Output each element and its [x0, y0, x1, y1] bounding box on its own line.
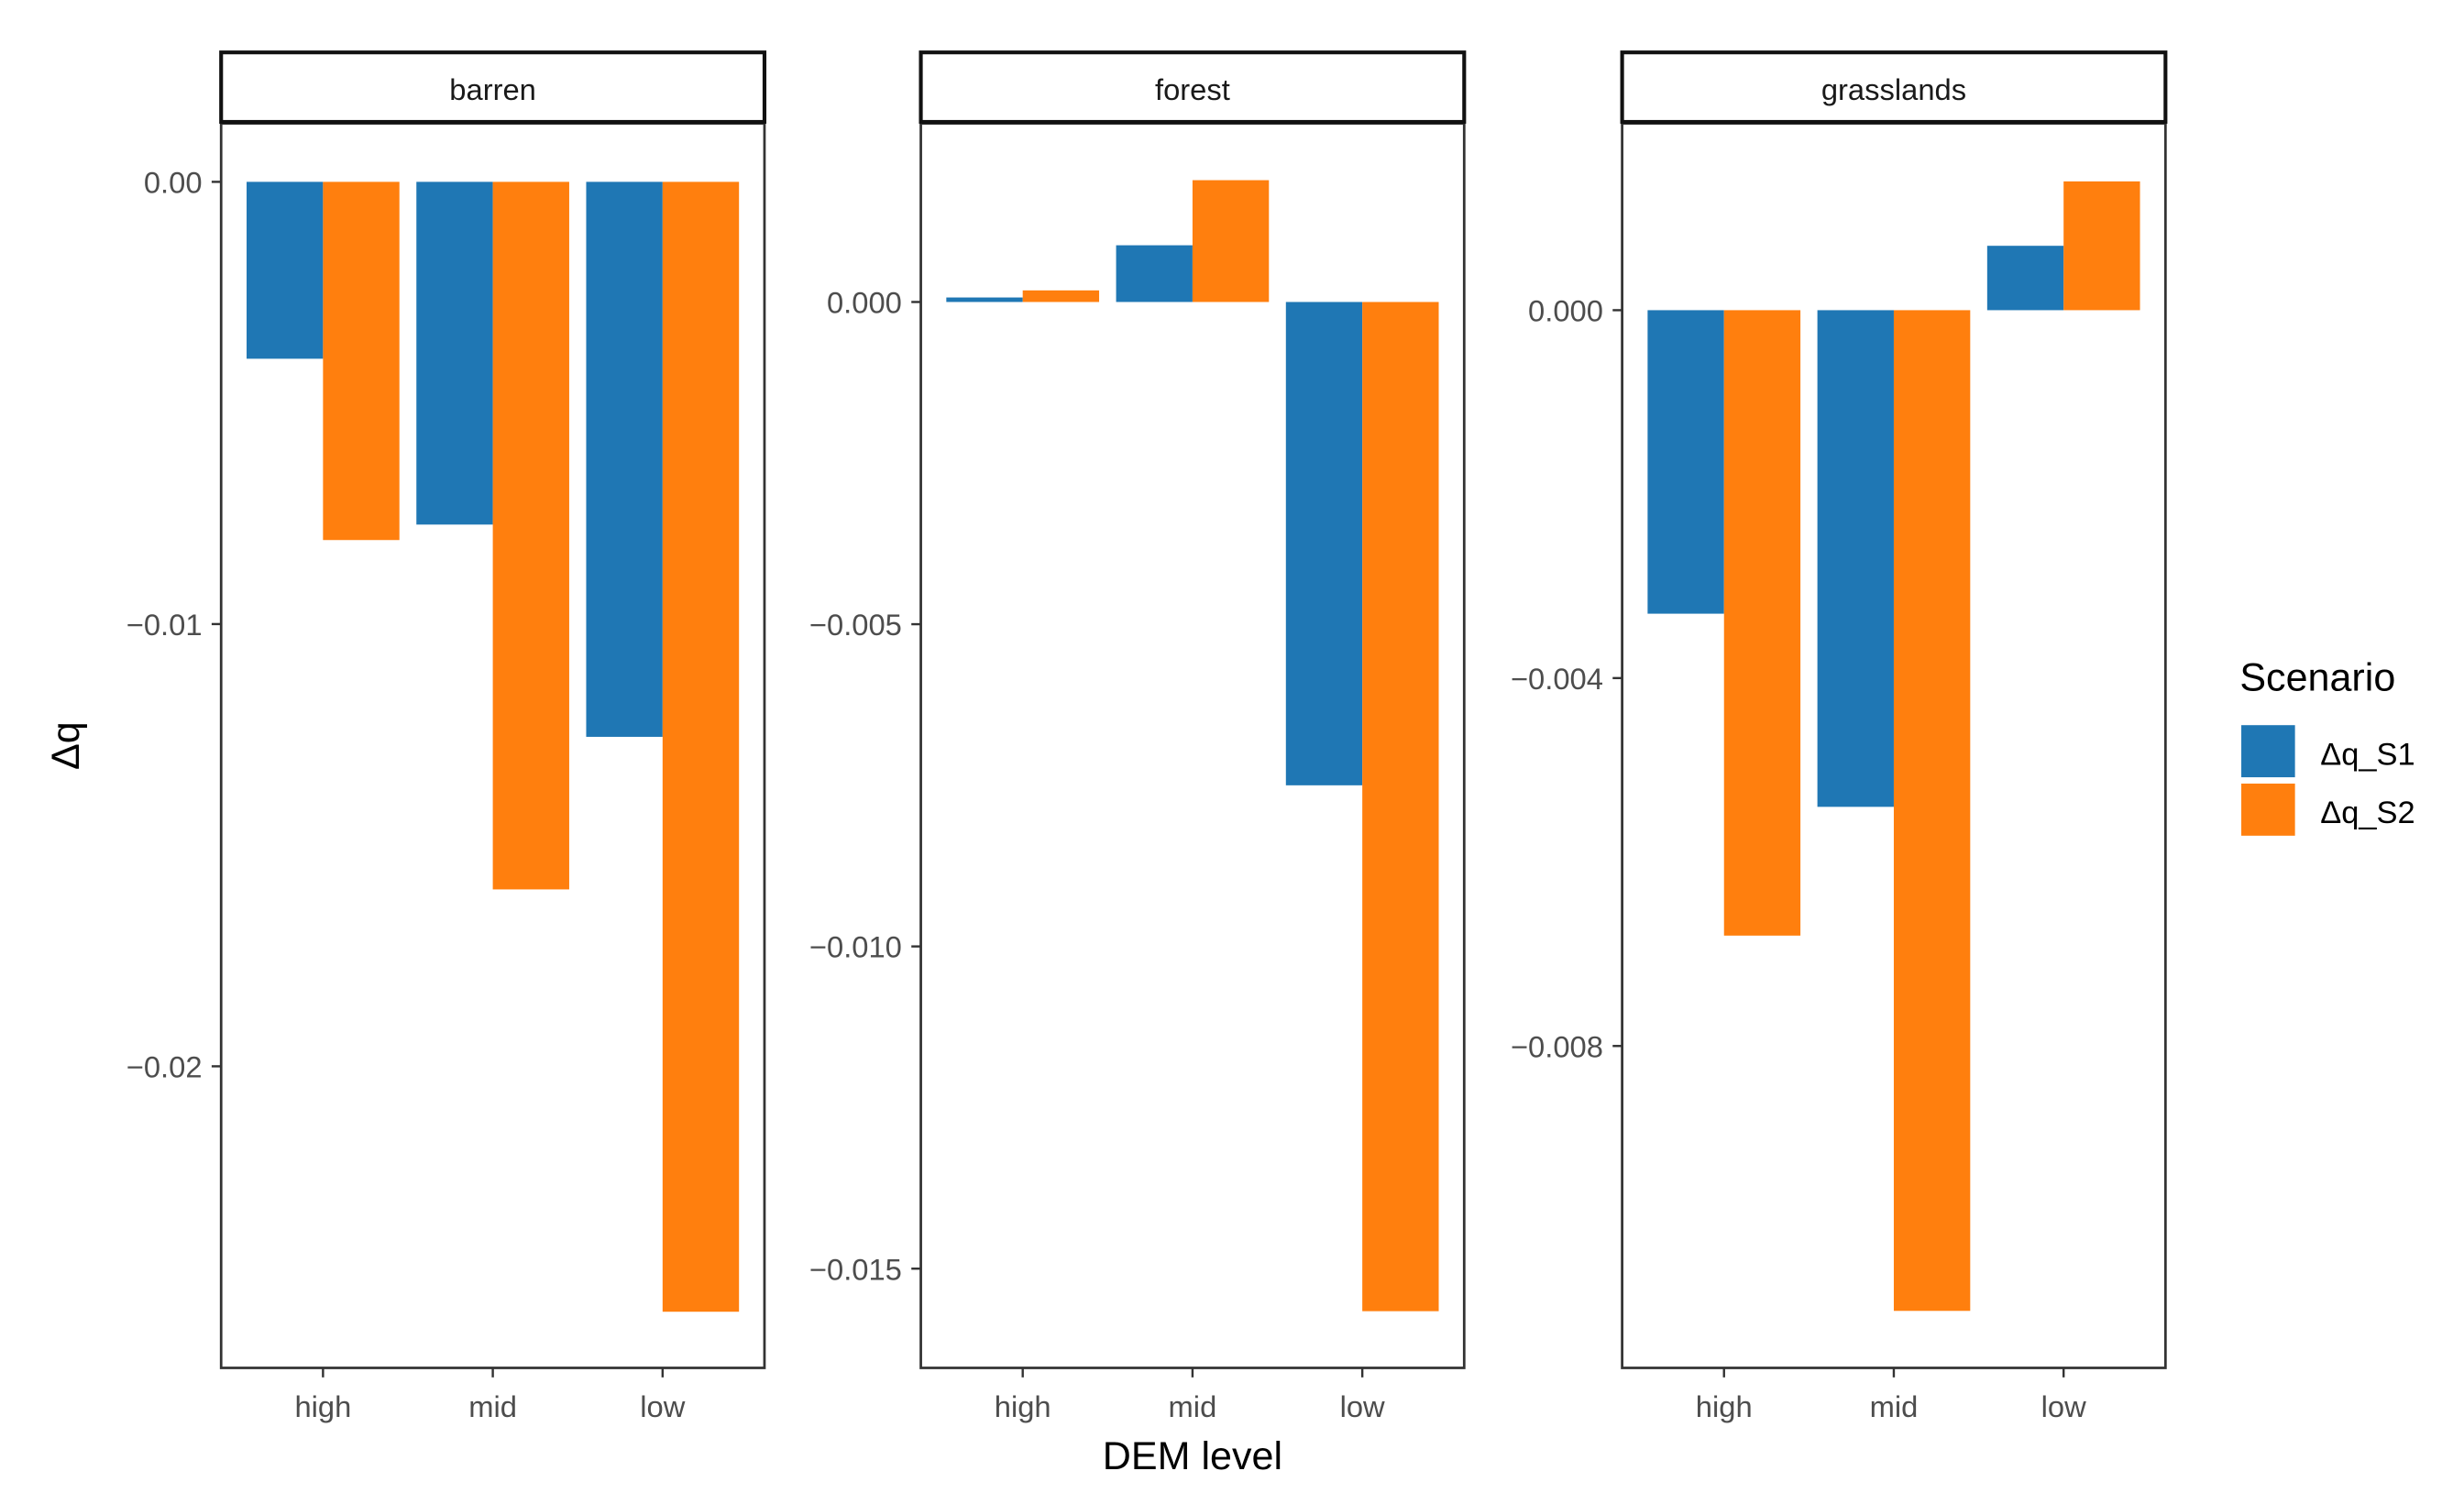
- bar-forest-mid-1: [1116, 245, 1193, 302]
- bar-forest-low-1: [1285, 302, 1363, 785]
- legend-label-s1: Δq_S1: [2320, 737, 2414, 772]
- bar-barren-low-1: [586, 181, 663, 737]
- panel-barren: barren 0.00 −0.01 −0.02 high mid low: [126, 50, 767, 1423]
- y-tick-label: 0.000: [827, 286, 902, 320]
- bar-grasslands-mid-1: [1817, 310, 1894, 807]
- bar-forest-high-2: [1022, 290, 1100, 302]
- strip-box: [1620, 50, 2168, 125]
- x-tick-label: high: [1696, 1389, 1753, 1423]
- panels: barren 0.00 −0.01 −0.02 high mid low forest 0.00…: [126, 50, 2168, 1423]
- x-tick-label: low: [1340, 1389, 1385, 1423]
- legend-key-s1: [2241, 725, 2295, 778]
- bar-forest-mid-2: [1192, 180, 1270, 302]
- legend: Scenario Δq_S1 Δq_S2: [2239, 655, 2415, 836]
- strip-box: [219, 50, 767, 125]
- bar-forest-low-2: [1362, 302, 1439, 1312]
- y-axis-title: Δq: [44, 721, 88, 770]
- bar-barren-low-2: [662, 181, 740, 1312]
- y-tick-label: 0.00: [144, 165, 203, 199]
- y-tick-label: −0.004: [1511, 662, 1603, 696]
- bar-grasslands-high-1: [1647, 310, 1724, 614]
- bar-grasslands-low-2: [2063, 181, 2140, 311]
- x-tick-label: mid: [468, 1389, 517, 1423]
- bar-barren-mid-2: [492, 181, 569, 890]
- bar-barren-high-1: [247, 181, 324, 359]
- bar-grasslands-low-1: [1986, 246, 2064, 311]
- panel-grasslands: grasslands 0.000 −0.004 −0.008 high mid low: [1511, 50, 2168, 1423]
- strip-box: [918, 50, 1467, 125]
- x-axis-title: DEM level: [1103, 1434, 1282, 1478]
- bar-barren-high-2: [323, 181, 400, 541]
- x-tick-label: low: [640, 1389, 685, 1423]
- strip-label: barren: [449, 72, 536, 106]
- bar-forest-high-1: [946, 297, 1023, 302]
- panel-forest: forest 0.000 −0.005 −0.010 −0.015 high mid low: [809, 50, 1467, 1423]
- y-tick-label: −0.01: [126, 608, 203, 642]
- x-tick-label: mid: [1870, 1389, 1919, 1423]
- y-tick-label: −0.010: [809, 930, 902, 964]
- x-tick-label: high: [995, 1389, 1051, 1423]
- y-tick-label: 0.000: [1528, 293, 1603, 327]
- bar-grasslands-mid-2: [1893, 310, 1971, 1312]
- y-tick-label: −0.02: [126, 1049, 203, 1083]
- y-tick-label: −0.005: [809, 608, 902, 642]
- x-tick-label: high: [294, 1389, 351, 1423]
- legend-key-s2: [2241, 783, 2295, 836]
- y-tick-label: −0.015: [809, 1252, 902, 1286]
- strip-label: grasslands: [1821, 72, 1966, 106]
- legend-label-s2: Δq_S2: [2320, 796, 2414, 830]
- x-tick-label: mid: [1169, 1389, 1217, 1423]
- x-tick-label: low: [2041, 1389, 2086, 1423]
- strip-label: forest: [1155, 72, 1230, 106]
- bar-barren-mid-1: [416, 181, 493, 525]
- bar-grasslands-high-2: [1723, 310, 1801, 936]
- legend-title: Scenario: [2239, 655, 2395, 699]
- y-tick-label: −0.008: [1511, 1029, 1603, 1063]
